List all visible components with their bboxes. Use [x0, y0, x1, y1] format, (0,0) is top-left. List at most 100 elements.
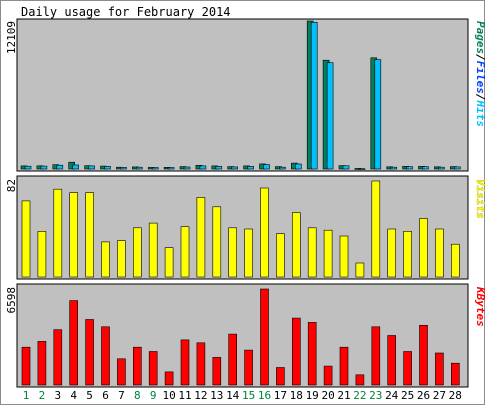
day-tick-label: 14: [226, 389, 240, 402]
day-labels: 1 2 3 4 5 6 7 8 9 10 11 12 13 14 15 16 17 18 19 20 21 22 23 24 2…: [23, 389, 462, 402]
kbytes-bar: [133, 347, 141, 385]
visits-bar: [181, 227, 189, 277]
legend-separator-1: /: [474, 54, 485, 61]
visits-bar: [70, 193, 78, 277]
kbytes-bar: [276, 368, 284, 386]
visits-bar: [356, 263, 364, 277]
day-tick-label: 3: [54, 389, 61, 402]
day-tick-label: 13: [210, 389, 223, 402]
hits-bar: [264, 165, 270, 169]
hits-bar: [168, 168, 174, 170]
visits-bar: [372, 181, 380, 277]
visits-bar: [38, 231, 46, 277]
hits-bar: [152, 168, 158, 170]
visits-bar: [388, 229, 396, 277]
day-tick-label: 7: [118, 389, 125, 402]
day-tick-label: 5: [86, 389, 93, 402]
day-tick-label: 8: [134, 389, 141, 402]
hits-bar: [311, 22, 317, 169]
day-tick-label: 4: [70, 389, 77, 402]
day-tick-label: 16: [258, 389, 271, 402]
kbytes-bar: [356, 375, 364, 385]
day-tick-label: 20: [321, 389, 334, 402]
day-tick-label: 26: [417, 389, 430, 402]
legend-pages: Pages: [474, 21, 485, 54]
kbytes-bar: [70, 301, 78, 385]
kbytes-bar: [117, 359, 125, 385]
hits-bar: [89, 166, 95, 169]
hits-bar: [120, 167, 126, 169]
kbytes-bar: [54, 330, 62, 385]
hits-bar: [136, 167, 142, 169]
hits-legend: Pages/Files/Hits: [474, 21, 485, 127]
day-tick-label: 2: [39, 389, 46, 402]
visits-bar: [276, 234, 284, 277]
visits-panel: [17, 176, 468, 279]
hits-bar: [41, 166, 47, 169]
kbytes-bar: [245, 350, 253, 385]
hits-bar: [359, 169, 365, 170]
visits-bar: [149, 223, 157, 277]
hits-panel: [17, 19, 468, 171]
day-tick-label: 12: [194, 389, 207, 402]
kbytes-bar: [102, 327, 110, 385]
visits-bar: [133, 228, 141, 277]
day-tick-label: 11: [178, 389, 191, 402]
visits-bar: [229, 228, 237, 277]
visits-bar: [86, 193, 94, 277]
day-tick-label: 22: [353, 389, 366, 402]
kbytes-bar: [149, 352, 157, 386]
hits-bar: [438, 167, 444, 169]
hits-bar: [454, 167, 460, 169]
visits-bar: [117, 241, 125, 277]
hits-bar: [25, 166, 31, 169]
kbytes-bar: [324, 366, 332, 385]
visits-bar: [404, 231, 412, 277]
day-tick-label: 1: [23, 389, 30, 402]
visits-bar: [340, 236, 348, 277]
day-tick-label: 9: [150, 389, 157, 402]
kbytes-bar: [22, 347, 30, 385]
hits-bar: [343, 166, 349, 169]
kbytes-bar: [435, 353, 443, 385]
visits-bar: [451, 244, 459, 277]
visits-bar: [54, 189, 62, 277]
day-tick-label: 19: [306, 389, 319, 402]
kbytes-bar: [38, 341, 46, 385]
hits-bar: [279, 167, 285, 169]
hits-bar: [184, 167, 190, 169]
hits-bar: [375, 60, 381, 169]
kbytes-bar: [181, 340, 189, 385]
day-tick-label: 27: [433, 389, 446, 402]
kbytes-bar: [404, 352, 412, 386]
visits-bar: [213, 207, 221, 277]
day-tick-label: 24: [385, 389, 399, 402]
hits-bar: [200, 166, 206, 169]
day-tick-label: 10: [162, 389, 175, 402]
hits-bar: [73, 165, 79, 169]
kbytes-legend: KBytes: [474, 286, 485, 327]
day-tick-label: 28: [449, 389, 462, 402]
hits-bar: [248, 166, 254, 169]
kbytes-bar: [197, 343, 205, 385]
visits-bar: [324, 230, 332, 277]
visits-ymax-label: 82: [5, 179, 18, 192]
day-tick-label: 21: [337, 389, 350, 402]
kbytes-bar: [229, 334, 237, 385]
day-tick-label: 15: [242, 389, 255, 402]
hits-bar: [327, 63, 333, 169]
hits-bar: [232, 167, 238, 169]
hits-ymax-label: 12109: [5, 21, 18, 54]
kbytes-bar: [308, 322, 316, 385]
chart-title: Daily usage for February 2014: [21, 5, 231, 19]
kbytes-bar: [420, 325, 428, 385]
day-tick-label: 17: [274, 389, 287, 402]
visits-bar: [197, 197, 205, 277]
kbytes-panel: [17, 284, 468, 387]
kbytes-bar: [292, 318, 300, 385]
kbytes-bar: [165, 372, 173, 385]
legend-separator-2: /: [474, 94, 485, 101]
day-tick-label: 6: [102, 389, 109, 402]
